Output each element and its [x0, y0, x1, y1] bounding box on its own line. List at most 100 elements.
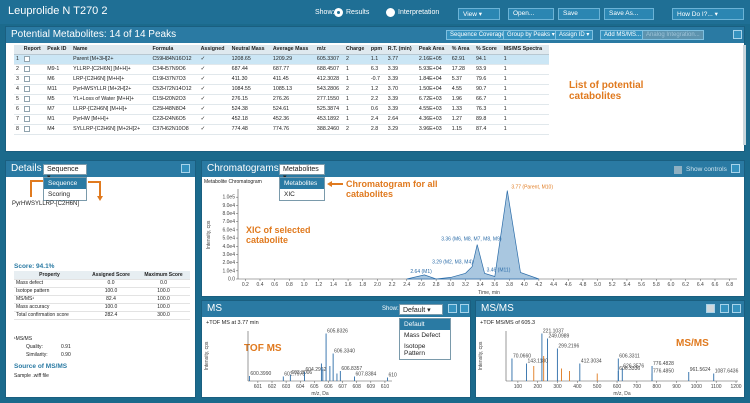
show-controls-label[interactable]: Show controls — [686, 166, 727, 173]
table-cell: 1.27 — [449, 114, 474, 125]
report-checkbox-cell[interactable] — [21, 124, 46, 135]
table-cell: 1.33 — [449, 104, 474, 115]
report-checkbox[interactable] — [23, 85, 30, 92]
x-tick-label: 607 — [338, 384, 347, 390]
zoom-icon[interactable] — [448, 304, 457, 313]
column-header[interactable]: Peak ID — [45, 45, 72, 55]
peak-label: 299.2196 — [558, 344, 579, 350]
zoom-icon[interactable] — [720, 304, 729, 313]
expand-icon[interactable] — [460, 304, 469, 313]
table-row[interactable]: 6 M7 LLRP-[C2H6N] [M+H]+ C25H48N8O4 ✓ 524.38 5… — [14, 104, 549, 115]
annotation-line — [88, 181, 100, 183]
assign-id-button[interactable]: Assign ID ▾ — [555, 30, 594, 40]
table-row[interactable]: 2 M9-1 YLLRP-[C2H6N] [M+H]+ C34H57N9O6 ✓ 687.… — [14, 64, 549, 75]
score-cell: Isotope pattern — [14, 287, 85, 296]
expand-icon[interactable] — [732, 304, 741, 313]
report-checkbox-cell[interactable] — [21, 104, 46, 115]
report-checkbox[interactable] — [23, 55, 30, 62]
view-button[interactable]: View ▾ — [458, 8, 500, 20]
table-row[interactable]: 8 M4 SYLLRP-[C2H6N] [M+2H]2+ C37H62N10O8 ✓ 77… — [14, 124, 549, 135]
column-header[interactable]: % Area — [449, 45, 474, 55]
x-tick-label: 1.4 — [330, 282, 337, 288]
report-checkbox-cell[interactable] — [21, 94, 46, 105]
table-cell: 2.16E+05 — [416, 54, 450, 65]
column-header[interactable]: MS/MS Spectra — [501, 45, 549, 55]
column-header[interactable]: % Score — [473, 45, 502, 55]
column-header[interactable]: Formula — [150, 45, 199, 55]
report-checkbox[interactable] — [23, 75, 30, 82]
table-row[interactable]: 7 M1 PyrHW [M+H]+ C22H24N6O5 ✓ 452.18 452.36 45… — [14, 114, 549, 125]
column-header[interactable]: Neutral Mass — [229, 45, 271, 55]
report-checkbox[interactable] — [23, 125, 30, 132]
group-by-peaks-button[interactable]: Group by Peaks ▾ — [503, 30, 559, 40]
x-tick-label: 300 — [553, 384, 562, 390]
report-checkbox-cell[interactable] — [21, 84, 46, 95]
table-cell: 87.4 — [473, 124, 502, 135]
how-do-i-button[interactable]: How Do I?... ▾ — [672, 8, 744, 20]
column-header[interactable] — [14, 45, 22, 55]
ms-spectrum-plot[interactable]: 601 602 603 604 605 606 607 608 609 610 m/z, Da Int… — [202, 325, 397, 398]
open-button[interactable]: Open... — [508, 8, 554, 20]
x-tick-label: 2.2 — [389, 282, 396, 288]
chromatogram-plot[interactable]: 1.0e5 9.0e4 8.0e4 7.0e4 6.0e4 5.0e4 4.0e4 3.0e4… — [202, 183, 744, 296]
interpretation-label[interactable]: Interpretation — [398, 9, 440, 16]
save-as-button[interactable]: Save As... — [604, 8, 654, 20]
x-tick-label: 2.6 — [418, 282, 425, 288]
results-label[interactable]: Results — [346, 9, 370, 16]
table-row[interactable]: 3 M6 LRP-[C2H6N] [M+H]+ C19H37N7O3 ✓ 411.30 41… — [14, 74, 549, 85]
option-mass-defect[interactable]: Mass Defect — [404, 332, 441, 339]
delete-icon[interactable] — [706, 304, 715, 313]
option-xic[interactable]: XIC — [284, 191, 295, 198]
column-header[interactable]: Name — [71, 45, 151, 55]
table-cell: 4.36E+03 — [416, 114, 450, 125]
report-checkbox-cell[interactable] — [21, 114, 46, 125]
option-default[interactable]: Default — [400, 319, 450, 330]
table-cell: 6.3 — [368, 64, 386, 75]
report-checkbox[interactable] — [23, 95, 30, 102]
report-checkbox-cell[interactable] — [21, 74, 46, 85]
interpretation-radio[interactable] — [386, 8, 395, 17]
msms-spectrum-plot[interactable]: 100 200 300 400 500 600 700 800 900 1000 1100 1200 m… — [476, 325, 744, 398]
report-checkbox[interactable] — [23, 65, 30, 72]
annotation-arrow — [327, 181, 332, 187]
x-tick-label: 3.2 — [462, 282, 469, 288]
report-checkbox[interactable] — [23, 105, 30, 112]
annotation-line — [30, 180, 43, 182]
report-checkbox-cell[interactable] — [21, 54, 46, 65]
column-header[interactable]: Peak Area — [416, 45, 450, 55]
report-checkbox-cell[interactable] — [21, 64, 46, 75]
expand-icon[interactable] — [733, 30, 742, 39]
peak-label: 606.3311 — [619, 354, 640, 360]
y-tick-label: 8.0e4 — [222, 211, 235, 217]
table-row[interactable]: 4 M11 PyrHWSYLLR [M+2H]2+ C52H72N14O12 ✓ 1084… — [14, 84, 549, 95]
table-scrollbar[interactable] — [743, 45, 746, 145]
expand-icon[interactable] — [731, 164, 740, 173]
column-header[interactable]: Assigned — [198, 45, 230, 55]
table-row[interactable]: 5 M5 YL+Loss of Water [M+H]+ C15H20N2O3 ✓ 276… — [14, 94, 549, 105]
report-checkbox[interactable] — [23, 115, 30, 122]
column-header[interactable]: R.T. (min) — [385, 45, 417, 55]
table-row[interactable]: 1 Parent [M+3H]2+ C59H84N16O12 ✓ 1208.65 1209… — [14, 54, 549, 65]
column-header[interactable]: Charge — [344, 45, 369, 55]
show-controls-checkbox[interactable] — [674, 166, 682, 174]
column-header[interactable]: ppm — [368, 45, 386, 55]
column-header[interactable]: m/z — [314, 45, 345, 55]
peak-label: 606.3340 — [334, 349, 355, 355]
chromatogram-select[interactable]: Metabolites ▾ — [279, 164, 325, 181]
results-radio[interactable] — [334, 8, 343, 17]
option-sequence[interactable]: Sequence — [44, 178, 86, 189]
save-button[interactable]: Save — [558, 8, 600, 20]
option-isotope-pattern[interactable]: Isotope Pattern — [404, 343, 426, 357]
details-select[interactable]: Sequence ▾ — [43, 164, 87, 181]
table-cell: C22H24N6O5 — [150, 114, 199, 125]
expand-icon[interactable] — [181, 164, 190, 173]
column-header[interactable]: Average Mass — [270, 45, 315, 55]
option-scoring[interactable]: Scoring — [48, 191, 71, 198]
column-header[interactable]: Report — [21, 45, 46, 55]
analog-integration-button[interactable]: Analog Integration... — [642, 30, 704, 40]
option-metabolites[interactable]: Metabolites — [280, 178, 324, 189]
x-axis-label: m/z, Da — [311, 391, 328, 397]
ms-show-select[interactable]: Default ▾ — [399, 304, 443, 315]
x-tick-label: 3.4 — [477, 282, 484, 288]
add-msms-button[interactable]: Add MS/MS... — [600, 30, 646, 40]
